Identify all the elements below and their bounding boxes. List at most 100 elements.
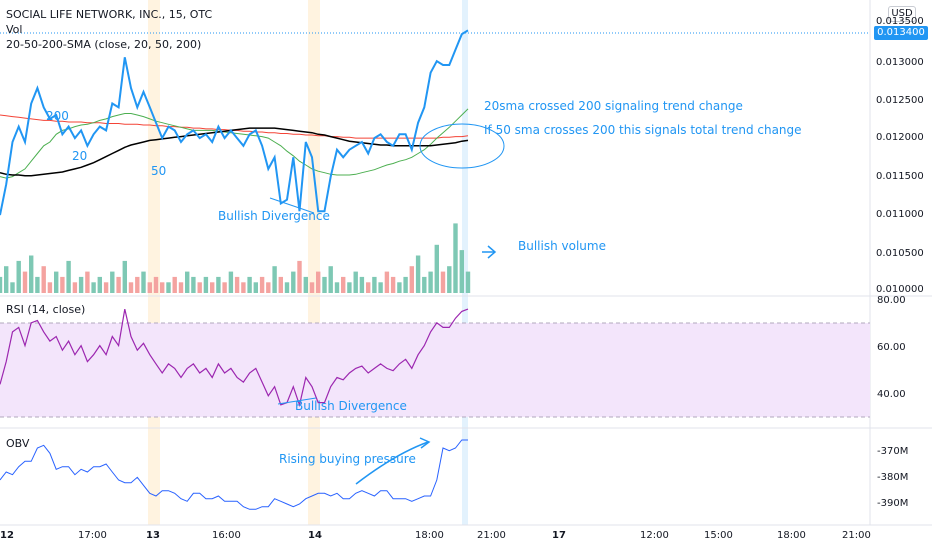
session-highlight-1 bbox=[148, 0, 160, 525]
volume-bar bbox=[178, 282, 184, 293]
volume-bar bbox=[272, 266, 277, 293]
obv-series-group bbox=[0, 439, 468, 510]
rsi-indicator-label[interactable]: RSI (14, close) bbox=[6, 303, 86, 316]
cross-ellipse-drawing[interactable] bbox=[419, 123, 505, 169]
obv-indicator-label[interactable]: OBV bbox=[6, 437, 30, 450]
volume-bar bbox=[409, 266, 414, 293]
volume-bar bbox=[284, 282, 290, 293]
volume-bar bbox=[128, 282, 134, 293]
time-tick-label: 12 bbox=[0, 530, 14, 541]
time-tick-label: 13 bbox=[146, 530, 160, 541]
volume-bar bbox=[78, 276, 84, 293]
volume-bar bbox=[428, 271, 433, 293]
volume-bar bbox=[347, 282, 352, 293]
volume-bar bbox=[203, 276, 209, 293]
volume-bar bbox=[222, 282, 227, 293]
volume-bar bbox=[465, 271, 471, 293]
volume-bar bbox=[141, 271, 146, 293]
volume-bar bbox=[216, 276, 221, 293]
volume-bar bbox=[453, 223, 458, 293]
price-tick-label: 0.013500 bbox=[876, 16, 924, 27]
last-price-tag: 0.013400 bbox=[874, 26, 928, 40]
volume-bar bbox=[372, 276, 377, 293]
price-tick-label: 0.010500 bbox=[876, 248, 924, 259]
volume-bar bbox=[116, 276, 121, 293]
rsi-tick-label: 40.00 bbox=[877, 389, 906, 400]
volume-bar bbox=[253, 282, 258, 293]
volume-bar bbox=[110, 271, 115, 293]
volume-bar bbox=[135, 276, 140, 293]
volume-bar bbox=[403, 276, 408, 293]
divergence-line-rsi[interactable] bbox=[277, 397, 317, 405]
ma50-label: 50 bbox=[151, 164, 167, 178]
annotation-rising-buying-pressure[interactable]: Rising buying pressure bbox=[279, 452, 416, 466]
volume-bar bbox=[434, 244, 439, 293]
price-series-group bbox=[0, 29, 469, 216]
volume-bar bbox=[241, 282, 246, 293]
symbol-title: SOCIAL LIFE NETWORK, INC., 15, OTC bbox=[6, 8, 213, 21]
currency-button[interactable]: USD bbox=[888, 6, 916, 22]
volume-bar bbox=[191, 276, 196, 293]
volume-bar bbox=[185, 271, 190, 293]
volume-bar bbox=[341, 276, 346, 293]
volume-bar bbox=[266, 282, 271, 293]
volume-bar bbox=[97, 276, 102, 293]
time-tick-label: 18:00 bbox=[777, 530, 806, 541]
volume-bar bbox=[459, 250, 464, 293]
volume-arrow-drawing[interactable] bbox=[482, 245, 497, 259]
volume-bar bbox=[122, 260, 127, 293]
rsi-series-group bbox=[0, 308, 469, 408]
price-tick-label: 0.011500 bbox=[876, 171, 924, 182]
volume-bar bbox=[309, 282, 315, 293]
volume-bar bbox=[322, 276, 327, 293]
price-tick-label: 0.012000 bbox=[876, 132, 924, 143]
time-tick-label: 21:00 bbox=[842, 530, 871, 541]
obv-line bbox=[0, 439, 468, 510]
volume-bar bbox=[47, 282, 53, 293]
pressure-arrow-drawing[interactable] bbox=[355, 437, 431, 485]
rsi-band bbox=[0, 323, 870, 417]
current-bar-highlight bbox=[462, 0, 468, 525]
volume-bar bbox=[72, 282, 78, 293]
divergence-line-price[interactable] bbox=[269, 197, 315, 214]
volume-bar bbox=[353, 271, 358, 293]
volume-bar bbox=[316, 271, 321, 293]
annotation-bullish-volume[interactable]: Bullish volume bbox=[518, 239, 606, 253]
volume-bar bbox=[328, 266, 333, 293]
volume-bar bbox=[16, 260, 21, 293]
volume-bar bbox=[66, 260, 71, 293]
volume-bar bbox=[303, 276, 308, 293]
volume-bar bbox=[85, 271, 90, 293]
ma200-label: 200 bbox=[46, 109, 69, 123]
annotation-bullish-divergence-price[interactable]: Bullish Divergence bbox=[218, 209, 330, 223]
annotation-sma50-cross[interactable]: If 50 sma crosses 200 this signals total… bbox=[484, 123, 802, 137]
volume-indicator-label[interactable]: Vol bbox=[6, 23, 23, 36]
volume-bar bbox=[147, 282, 152, 293]
volume-bar bbox=[415, 255, 421, 293]
volume-bar bbox=[91, 282, 96, 293]
annotation-sma20-cross[interactable]: 20sma crossed 200 signaling trend change bbox=[484, 99, 743, 113]
volume-bar bbox=[447, 266, 452, 293]
time-tick-label: 18:00 bbox=[415, 530, 444, 541]
volume-bar bbox=[366, 282, 371, 293]
volume-bar bbox=[440, 271, 446, 293]
volume-bar bbox=[153, 276, 159, 293]
volume-bar bbox=[278, 276, 283, 293]
rsi-tick-label: 60.00 bbox=[877, 342, 906, 353]
time-tick-label: 17:00 bbox=[78, 530, 107, 541]
time-tick-label: 14 bbox=[308, 530, 322, 541]
volume-bar bbox=[297, 260, 302, 293]
session-highlight-2 bbox=[308, 0, 320, 525]
time-tick-label: 21:00 bbox=[477, 530, 506, 541]
volume-bar bbox=[378, 282, 383, 293]
volume-bar bbox=[247, 276, 252, 293]
annotation-bullish-divergence-rsi[interactable]: Bullish Divergence bbox=[295, 399, 407, 413]
sma-indicator-label[interactable]: 20-50-200-SMA (close, 20, 50, 200) bbox=[6, 38, 202, 51]
volume-bar bbox=[103, 282, 109, 293]
volume-bar bbox=[54, 271, 59, 293]
volume-bar bbox=[210, 282, 215, 293]
volume-bar bbox=[22, 271, 28, 293]
sma-50-line bbox=[0, 127, 469, 177]
volume-bar bbox=[334, 282, 340, 293]
